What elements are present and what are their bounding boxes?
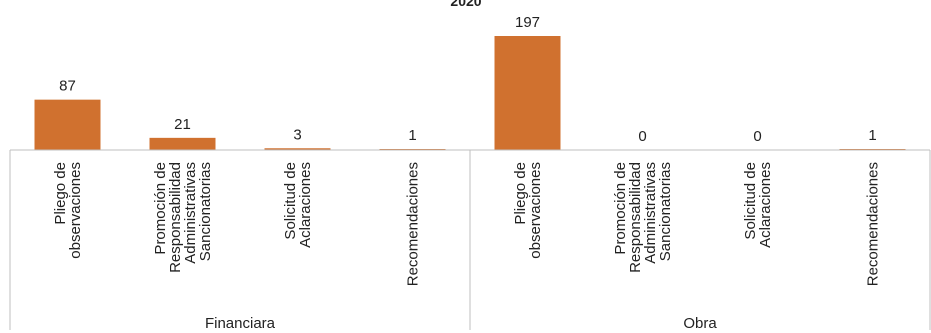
chart-title: 2020 bbox=[450, 0, 481, 9]
labels-layer: 87 Pliego deobservaciones 21 Promoción deRe… bbox=[52, 14, 882, 332]
category-label: Promoción deResponsabilidadAdministrativ… bbox=[612, 162, 674, 273]
category-label: Pliego deobservaciones bbox=[52, 162, 84, 259]
category-label: Recomendaciones bbox=[865, 162, 882, 286]
bar-obra-0 bbox=[494, 36, 561, 150]
bar-financiara-2 bbox=[264, 148, 331, 150]
bar-financiara-0 bbox=[34, 99, 101, 150]
bars-layer bbox=[34, 36, 906, 150]
category-label: Pliego deobservaciones bbox=[512, 162, 544, 259]
category-label: Promoción deResponsabilidadAdministrativ… bbox=[152, 162, 214, 273]
bar-financiara-1 bbox=[149, 137, 216, 150]
data-label: 0 bbox=[753, 128, 761, 145]
category-label: Recomendaciones bbox=[405, 162, 422, 286]
data-label: 197 bbox=[515, 14, 540, 31]
category-label: Solicitud deAclaraciones bbox=[742, 162, 774, 248]
axis-layer bbox=[9, 149, 931, 330]
group-label-financiara: Financiara bbox=[205, 315, 276, 332]
data-label: 21 bbox=[174, 116, 191, 133]
data-label: 3 bbox=[293, 126, 301, 143]
data-label: 0 bbox=[638, 128, 646, 145]
group-label-obra: Obra bbox=[683, 315, 717, 332]
category-label: Solicitud deAclaraciones bbox=[282, 162, 314, 248]
data-label: 1 bbox=[408, 127, 416, 144]
data-label: 1 bbox=[868, 127, 876, 144]
data-label: 87 bbox=[59, 78, 76, 95]
